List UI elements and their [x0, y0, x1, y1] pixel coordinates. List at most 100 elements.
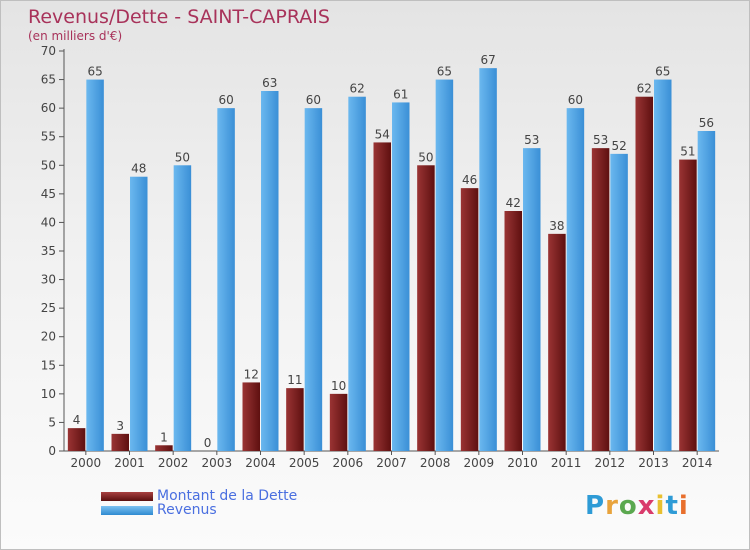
data-label-debt: 12 [244, 367, 259, 381]
y-tick-label: 65 [41, 73, 56, 87]
y-tick-label: 30 [41, 273, 56, 287]
bar-debt [373, 142, 391, 451]
bar-debt [242, 382, 260, 451]
data-label-revenue: 56 [699, 116, 714, 130]
y-tick-label: 10 [41, 387, 56, 401]
legend-label-debt: Montant de la Dette [157, 488, 298, 504]
data-label-debt: 4 [73, 413, 81, 427]
x-tick-label: 2008 [420, 456, 451, 470]
data-label-revenue: 67 [480, 53, 495, 67]
y-tick-label: 35 [41, 244, 56, 258]
data-label-revenue: 61 [393, 87, 408, 101]
data-label-revenue: 65 [437, 65, 452, 79]
bar-debt [417, 165, 435, 452]
bar-revenue [304, 108, 323, 452]
logo-letter: r [605, 491, 619, 521]
bar-debt [286, 388, 304, 451]
y-tick-label: 55 [41, 130, 56, 144]
data-label-debt: 11 [287, 373, 302, 387]
y-tick-label: 5 [48, 415, 56, 429]
bar-revenue [566, 108, 585, 452]
legend-swatch-revenue [101, 505, 153, 515]
data-label-debt: 38 [549, 219, 564, 233]
data-label-debt: 3 [116, 419, 124, 433]
y-tick-label: 20 [41, 330, 56, 344]
x-tick-label: 2012 [595, 456, 626, 470]
data-label-debt: 53 [593, 133, 608, 147]
data-label-revenue: 65 [655, 65, 670, 79]
data-label-debt: 42 [506, 196, 521, 210]
data-label-debt: 10 [331, 379, 346, 393]
y-tick-label: 70 [41, 44, 56, 58]
bar-debt [591, 148, 610, 451]
data-label-revenue: 63 [262, 76, 277, 90]
legend-item-debt: Montant de la Dette [101, 488, 297, 504]
bar-debt [67, 428, 86, 451]
x-tick-label: 2007 [376, 456, 407, 470]
x-tick-label: 2011 [551, 456, 582, 470]
bar-revenue [130, 176, 148, 451]
logo-letter: i [655, 491, 666, 521]
data-label-revenue: 60 [306, 93, 321, 107]
data-label-revenue: 62 [349, 82, 364, 96]
data-label-debt: 1 [160, 430, 168, 444]
x-tick-label: 2001 [114, 456, 145, 470]
bar-revenue [348, 96, 366, 451]
bar-debt [548, 233, 566, 451]
legend-swatch-debt [101, 491, 153, 501]
bar-revenue [173, 165, 192, 452]
bar-debt [329, 393, 348, 451]
data-label-revenue: 48 [131, 162, 146, 176]
y-tick-label: 40 [41, 215, 56, 229]
y-tick-label: 45 [41, 187, 56, 201]
x-tick-label: 2013 [638, 456, 669, 470]
bar-revenue [261, 91, 279, 451]
y-tick-label: 0 [48, 444, 56, 458]
data-label-debt: 50 [418, 150, 433, 164]
chart-subtitle: (en milliers d'€) [28, 29, 123, 43]
y-tick-label: 50 [41, 158, 56, 172]
data-label-revenue: 60 [218, 93, 233, 107]
bar-debt [679, 159, 697, 452]
x-tick-label: 2006 [333, 456, 364, 470]
x-tick-label: 2005 [289, 456, 320, 470]
data-label-debt: 46 [462, 173, 477, 187]
bar-revenue [654, 79, 672, 452]
data-label-revenue: 60 [568, 93, 583, 107]
bar-debt [460, 188, 479, 451]
logo-letter: x [637, 491, 656, 521]
x-tick-label: 2010 [507, 456, 538, 470]
x-tick-label: 2014 [682, 456, 713, 470]
bar-revenue [435, 79, 454, 452]
y-tick-label: 15 [41, 358, 56, 372]
bar-debt [504, 211, 522, 451]
x-tick-label: 2004 [245, 456, 276, 470]
data-label-debt: 0 [204, 436, 212, 450]
y-tick-label: 25 [41, 301, 56, 315]
bar-revenue [392, 102, 410, 451]
logo-letter: i [678, 491, 689, 521]
data-label-revenue: 65 [87, 65, 102, 79]
data-label-debt: 51 [680, 145, 695, 159]
proxiti-logo: Proxiti [585, 491, 689, 521]
legend-item-revenue: Revenus [101, 502, 217, 518]
data-label-debt: 62 [637, 82, 652, 96]
legend-label-revenue: Revenus [157, 502, 217, 518]
x-tick-label: 2000 [71, 456, 102, 470]
bar-revenue [610, 153, 628, 451]
logo-letter: t [665, 491, 679, 521]
bar-revenue [523, 148, 541, 451]
logo-letter: P [585, 491, 606, 521]
data-label-revenue: 50 [175, 150, 190, 164]
bar-revenue [479, 68, 497, 452]
bar-revenue [697, 131, 716, 451]
logo-letter: o [618, 491, 638, 521]
bar-debt [111, 433, 129, 451]
data-label-revenue: 52 [611, 139, 626, 153]
x-tick-label: 2003 [202, 456, 233, 470]
bar-debt [155, 445, 173, 451]
data-label-debt: 54 [375, 127, 390, 141]
bar-revenue [217, 108, 235, 452]
